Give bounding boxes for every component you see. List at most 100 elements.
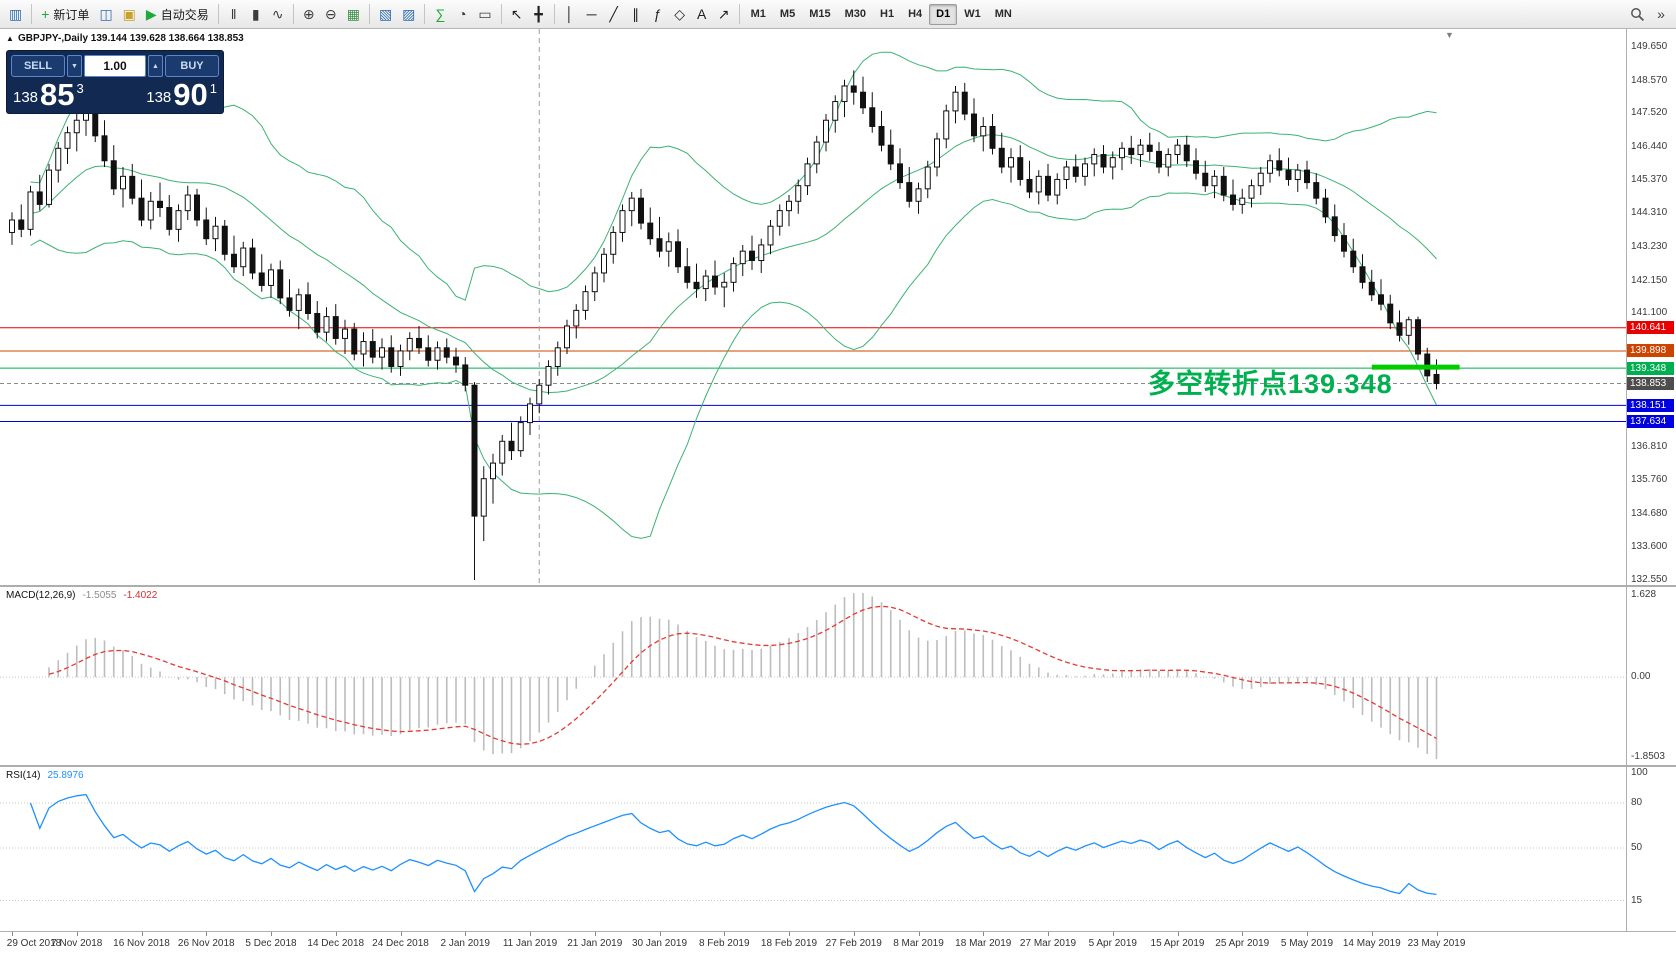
new-chart-button[interactable]: ▧ <box>374 2 397 26</box>
trendline-button[interactable]: ╱ <box>603 2 625 26</box>
line-chart-button[interactable]: ∿ <box>267 2 289 26</box>
one-click-toggle-icon[interactable]: ▲ <box>6 34 14 43</box>
timeframe-m30[interactable]: M30 <box>838 4 873 25</box>
toolbar-separator <box>500 4 502 24</box>
sell-price-sup: 3 <box>76 81 84 96</box>
timeframe-mn[interactable]: MN <box>988 4 1019 25</box>
date-tick <box>983 932 985 936</box>
timeframe-d1[interactable]: D1 <box>929 3 958 25</box>
date-tick <box>789 932 790 936</box>
toolbar: ▥ + 新订单 ◫ ▣ ▶ 自动交易 ‖ ▮ ∿ ⊕ ⊖ ▦ ▧ ▨ ∑ ◔ ▭ ↖ ╋ │ ─ ╱ ∥ ƒ ◇ A ↗ M1 M5 M15… <box>0 0 1676 29</box>
candlestick-button[interactable]: ▮ <box>245 2 267 26</box>
date-axis-label: 24 Dec 2018 <box>372 938 429 949</box>
main-panel[interactable] <box>0 29 1626 585</box>
toolbar-separator <box>217 4 219 24</box>
sell-price[interactable]: 138 85 3 <box>13 79 84 110</box>
zoom-in-button[interactable]: ⊕ <box>298 2 320 26</box>
volume-up-button[interactable]: ▲ <box>148 55 163 77</box>
price-line-label: 137.634 <box>1627 415 1674 429</box>
price-axis-label: 133.600 <box>1631 541 1668 553</box>
new-order-button[interactable]: + 新订单 <box>36 2 94 26</box>
profiles-glyph: ▨ <box>402 6 416 22</box>
price-axis-label: 143.230 <box>1631 241 1668 253</box>
bar-chart-button[interactable]: ‖ <box>223 2 245 26</box>
metaeditor-icon[interactable]: ◫ <box>94 2 117 26</box>
rsi-panel[interactable] <box>0 793 1626 901</box>
rsi-axis-label: 80 <box>1631 797 1643 808</box>
date-axis-label: 27 Mar 2019 <box>1019 938 1077 949</box>
search-icon[interactable] <box>1625 2 1650 26</box>
buy-button[interactable]: BUY <box>165 55 219 77</box>
date-tick <box>1048 932 1049 936</box>
text-button[interactable]: A <box>691 2 713 26</box>
toolbar-overflow-icon[interactable]: » <box>1650 2 1672 26</box>
autotrading-glyph: ▶ <box>145 6 157 22</box>
shapes-button[interactable]: ◇ <box>669 2 691 26</box>
price-line-label: 139.898 <box>1627 344 1674 358</box>
new-order-glyph: + <box>41 6 50 22</box>
rsi-line <box>29 793 1437 896</box>
terminal-icon[interactable]: ▣ <box>118 2 141 26</box>
timeframe-m1[interactable]: M1 <box>744 4 773 25</box>
crosshair-glyph: ╋ <box>534 6 543 22</box>
date-tick <box>530 932 531 936</box>
timeframe-w1[interactable]: W1 <box>957 4 988 25</box>
terminal-icon-glyph: ▣ <box>122 6 136 22</box>
chart-shift-icon[interactable]: ▼ <box>1445 30 1454 40</box>
date-axis-label: 7 Nov 2018 <box>51 938 103 949</box>
timeframe-m15[interactable]: M15 <box>802 4 837 25</box>
autotrading-button[interactable]: ▶ 自动交易 <box>141 2 214 26</box>
panel-separator-macd[interactable] <box>0 585 1676 587</box>
crosshair-button[interactable]: ╋ <box>528 2 550 26</box>
vertical-line-button[interactable]: │ <box>559 2 581 26</box>
date-tick <box>206 932 208 936</box>
cursor-glyph: ↖ <box>510 6 523 22</box>
buy-price[interactable]: 138 90 1 <box>146 79 217 110</box>
price-axis-label: 134.680 <box>1631 507 1668 519</box>
horizontal-line-button[interactable]: ─ <box>581 2 603 26</box>
sell-button[interactable]: SELL <box>11 55 65 77</box>
new-chart-glyph: ▧ <box>378 6 393 22</box>
templates-button[interactable]: ▭ <box>473 2 496 26</box>
trendline-glyph: ╱ <box>609 6 618 22</box>
pivot-annotation: 多空转折点139.348 <box>1148 369 1393 399</box>
cursor-button[interactable]: ↖ <box>506 2 528 26</box>
volume-input[interactable] <box>84 55 146 77</box>
rsi-value: 25.8976 <box>47 770 84 781</box>
zoom-in-glyph: ⊕ <box>302 6 315 22</box>
price-line-label: 138.151 <box>1627 398 1674 412</box>
bollinger-lower <box>30 191 1437 539</box>
indicators-button[interactable]: ∑ <box>429 2 451 26</box>
zoom-out-button[interactable]: ⊖ <box>320 2 342 26</box>
macd-axis-label: -1.8503 <box>1631 751 1665 762</box>
date-axis-label: 30 Jan 2019 <box>631 938 688 949</box>
date-tick <box>271 932 272 936</box>
macd-signal-value: -1.4022 <box>123 590 158 601</box>
macd-panel[interactable] <box>0 593 1626 759</box>
volume-down-button[interactable]: ▼ <box>67 55 82 77</box>
tile-windows-button[interactable]: ▦ <box>342 2 365 26</box>
tile-windows-glyph: ▦ <box>346 6 360 22</box>
periods-button[interactable]: ◔ <box>451 2 473 26</box>
profiles-button[interactable]: ▨ <box>397 2 420 26</box>
autotrading-button-label: 自动交易 <box>160 7 209 22</box>
price-axis-label: 144.310 <box>1631 207 1668 219</box>
chart-symbol-ohlc: GBPJPY-,Daily 139.144 139.628 138.664 13… <box>18 33 244 44</box>
date-axis-label: 11 Jan 2019 <box>502 938 558 949</box>
macd-header: MACD(12,26,9) -1.5055 -1.4022 <box>6 590 157 601</box>
price-axis-label: 142.150 <box>1631 274 1668 286</box>
rsi-axis-label: 100 <box>1631 767 1648 778</box>
date-tick <box>594 932 596 936</box>
channel-button[interactable]: ∥ <box>625 2 647 26</box>
panel-separator-rsi[interactable] <box>0 765 1676 767</box>
date-axis-label: 21 Jan 2019 <box>567 938 623 949</box>
fibonacci-button[interactable]: ƒ <box>647 2 669 26</box>
date-tick <box>1371 932 1373 936</box>
timeframe-h4[interactable]: H4 <box>901 4 929 25</box>
timeframe-h1[interactable]: H1 <box>873 4 901 25</box>
arrow-tools-button[interactable]: ↗ <box>713 2 735 26</box>
price-axis-label: 145.370 <box>1631 174 1668 186</box>
time-axis[interactable]: 29 Oct 2018 7 Nov 2018 16 Nov 2018 26 Nov 2… <box>0 931 1676 955</box>
timeframe-m5[interactable]: M5 <box>773 4 802 25</box>
